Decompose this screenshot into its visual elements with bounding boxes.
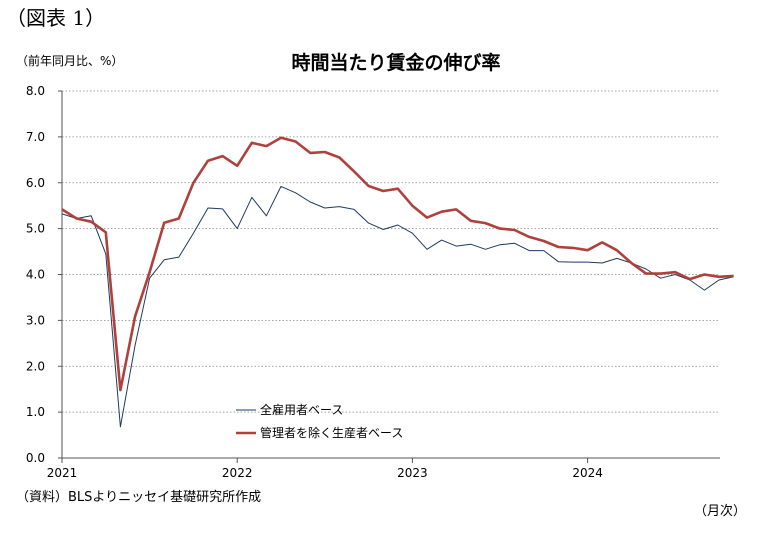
source-note: （資料）BLSよりニッセイ基礎研究所作成: [16, 490, 262, 505]
x-axis-ticks: 2021 2022 2023 2024: [47, 458, 603, 480]
y-tick-label: 0.0: [26, 451, 45, 465]
y-tick-label: 7.0: [26, 130, 45, 144]
gridlines: [62, 90, 720, 413]
x-tick-label: 2024: [572, 466, 603, 480]
y-unit-label: （前年同月比、%）: [16, 54, 124, 68]
y-tick-label: 6.0: [26, 176, 45, 190]
series-line-1: [61, 185, 734, 428]
x-tick-label: 2023: [397, 466, 428, 480]
figure-label: （図表 1）: [6, 6, 106, 30]
y-tick-label: 5.0: [26, 222, 45, 236]
y-tick-label: 2.0: [26, 359, 45, 373]
series-line-2: [61, 136, 734, 392]
legend-label-series-2: 管理者を除く生産者ベース: [260, 425, 403, 440]
y-tick-label: 4.0: [26, 268, 45, 282]
series-lines: [61, 136, 734, 428]
x-unit-label: （月次）: [693, 504, 746, 519]
legend-label-series-1: 全雇用者ベース: [260, 402, 343, 417]
x-tick-label: 2022: [222, 466, 253, 480]
y-tick-label: 1.0: [26, 405, 45, 419]
y-tick-label: 8.0: [26, 84, 45, 98]
x-tick-label: 2021: [47, 466, 78, 480]
legend: 全雇用者ベース 管理者を除く生産者ベース: [236, 402, 403, 440]
y-tick-label: 3.0: [26, 313, 45, 327]
y-axis-ticks: 0.0 1.0 2.0 3.0 4.0 5.0 6.0 7.0 8.0: [26, 84, 62, 465]
chart-title: 時間当たり賃金の伸び率: [291, 52, 501, 74]
